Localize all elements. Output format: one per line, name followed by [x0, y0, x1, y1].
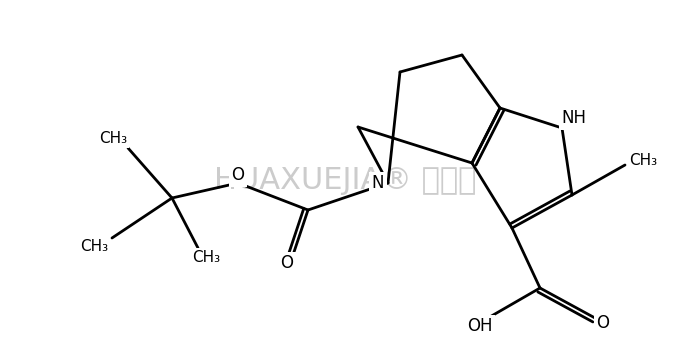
Text: O: O	[596, 314, 609, 332]
Text: CH₃: CH₃	[99, 131, 127, 145]
Text: NH: NH	[562, 109, 587, 127]
Text: O: O	[281, 254, 294, 272]
Text: CH₃: CH₃	[192, 251, 220, 266]
Text: HUAXUEJIA® 化学加: HUAXUEJIA® 化学加	[214, 166, 476, 194]
Text: N: N	[372, 174, 384, 192]
Text: O: O	[231, 166, 245, 184]
Text: OH: OH	[467, 317, 493, 335]
Text: CH₃: CH₃	[80, 239, 108, 253]
Text: CH₃: CH₃	[629, 153, 657, 167]
